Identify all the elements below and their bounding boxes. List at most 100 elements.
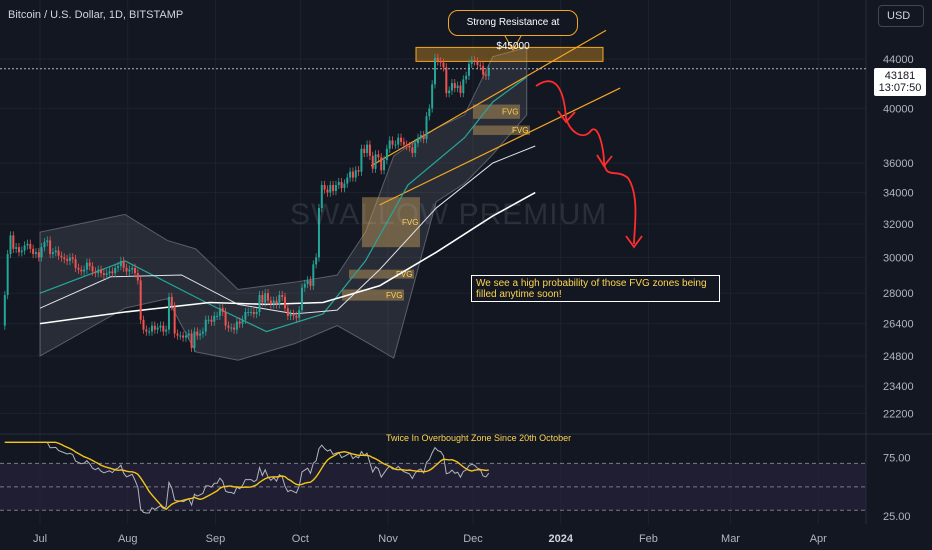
candle-body	[46, 240, 49, 243]
candle-body	[187, 333, 190, 336]
candle-body	[17, 247, 20, 253]
candle-body	[467, 63, 470, 76]
fvg-note-box: We see a high probability of those FVG z…	[471, 275, 720, 302]
candle-body	[394, 144, 397, 146]
ma-line	[39, 145, 536, 315]
candle-body	[244, 312, 247, 320]
resistance-callout: Strong Resistance at $45000	[448, 10, 578, 52]
candle-body	[482, 66, 485, 75]
candle-body	[221, 308, 224, 313]
x-tick-label: Apr	[810, 533, 827, 545]
candle-body	[170, 296, 173, 307]
candle-body	[337, 182, 340, 186]
fvg-zone	[342, 289, 404, 301]
candle-body	[309, 280, 312, 286]
y-tick-label: 22200	[883, 408, 914, 420]
candle-body	[255, 312, 258, 314]
candle-body	[425, 116, 428, 140]
candle-body	[128, 269, 131, 272]
candle-body	[317, 208, 320, 258]
candle-body	[292, 313, 295, 316]
x-tick-label: Jul	[33, 533, 47, 545]
candle-body	[142, 319, 145, 330]
fvg-label: FVG	[386, 291, 402, 300]
candle-body	[150, 325, 153, 332]
candle-body	[77, 267, 80, 270]
x-tick-label: Oct	[292, 533, 309, 545]
candle-body	[374, 154, 377, 169]
candle-body	[34, 252, 37, 254]
bollinger-band	[39, 46, 528, 361]
candle-body	[414, 143, 417, 154]
watermark: SWALLOW PREMIUM	[290, 198, 608, 231]
candle-body	[247, 312, 250, 314]
candle-body	[479, 64, 482, 67]
candle-body	[371, 155, 374, 169]
candle-body	[332, 185, 335, 192]
candle-body	[269, 300, 272, 305]
fvg-zone	[473, 104, 520, 119]
candle-body	[439, 61, 442, 63]
ma-line	[39, 191, 536, 325]
last-price: 43181	[884, 70, 916, 82]
fvg-label: FVG	[396, 270, 412, 279]
candle-body	[383, 160, 386, 171]
candle-body	[368, 144, 371, 156]
candle-body	[224, 312, 227, 326]
candle-body	[20, 250, 23, 253]
candle-body	[343, 183, 346, 189]
candle-body	[190, 333, 193, 348]
channel-lower-line	[379, 87, 621, 206]
candle-body	[300, 287, 303, 311]
candle-body	[193, 331, 196, 348]
candle-body	[272, 300, 275, 305]
candle-body	[114, 267, 117, 274]
candle-body	[289, 313, 292, 316]
candle-body	[377, 154, 380, 158]
arrow-head	[596, 154, 613, 168]
candle-body	[388, 140, 391, 149]
currency-button[interactable]: USD	[878, 5, 924, 27]
candle-body	[303, 283, 306, 288]
candle-body	[473, 60, 476, 62]
candle-body	[51, 252, 54, 254]
candle-body	[105, 273, 108, 275]
candle-body	[278, 295, 281, 305]
ma-line	[39, 76, 528, 333]
candle-body	[417, 137, 420, 144]
candle-body	[433, 57, 436, 85]
candle-body	[400, 137, 403, 142]
candle-body	[43, 242, 46, 248]
candle-body	[83, 269, 86, 272]
candle-body	[49, 240, 52, 254]
candle-body	[218, 308, 221, 316]
candle-body	[100, 269, 103, 274]
candle-body	[450, 83, 453, 91]
candle-body	[405, 144, 408, 146]
candle-body	[201, 331, 204, 334]
candle-body	[484, 74, 487, 76]
rsi-note: Twice In Overbought Zone Since 20th Octo…	[386, 433, 572, 443]
x-tick-label: Nov	[378, 533, 398, 545]
candle-body	[235, 321, 238, 330]
candle-body	[136, 273, 139, 281]
fvg-zone	[473, 125, 530, 135]
candle-body	[60, 255, 63, 258]
candle-body	[422, 134, 425, 140]
candle-body	[125, 267, 128, 272]
candle-body	[334, 185, 337, 192]
x-tick-label: Sep	[206, 533, 226, 545]
candle-body	[442, 62, 445, 68]
candle-body	[275, 300, 278, 305]
candle-body	[354, 170, 357, 178]
candle-body	[176, 333, 179, 336]
candle-body	[85, 262, 88, 270]
rsi-tick-label: 75.00	[883, 453, 911, 465]
candle-body	[315, 257, 318, 265]
candle-body	[213, 315, 216, 322]
candle-body	[351, 171, 354, 178]
candle-body	[32, 248, 35, 254]
candle-body	[26, 243, 29, 246]
candle-body	[419, 134, 422, 138]
